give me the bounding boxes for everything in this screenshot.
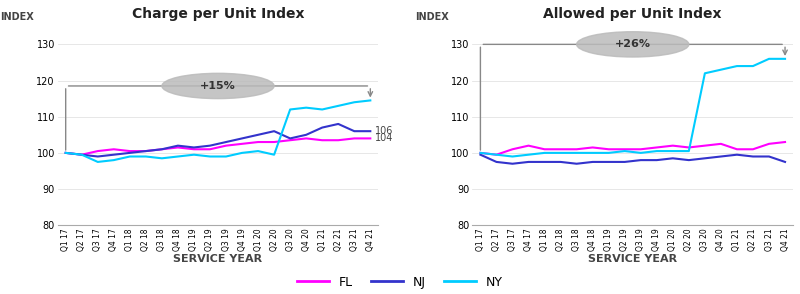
Text: 106: 106 — [375, 126, 394, 136]
Legend: FL, NJ, NY: FL, NJ, NY — [292, 271, 508, 294]
Text: INDEX: INDEX — [0, 12, 34, 22]
Title: Charge per Unit Index: Charge per Unit Index — [132, 7, 304, 21]
Circle shape — [577, 32, 689, 57]
X-axis label: SERVICE YEAR: SERVICE YEAR — [174, 253, 262, 263]
Text: 104: 104 — [375, 133, 394, 143]
Text: INDEX: INDEX — [414, 12, 449, 22]
Text: +26%: +26% — [614, 39, 650, 49]
Title: Allowed per Unit Index: Allowed per Unit Index — [543, 7, 722, 21]
Circle shape — [162, 73, 274, 98]
X-axis label: SERVICE YEAR: SERVICE YEAR — [588, 253, 678, 263]
Text: +15%: +15% — [200, 81, 236, 91]
